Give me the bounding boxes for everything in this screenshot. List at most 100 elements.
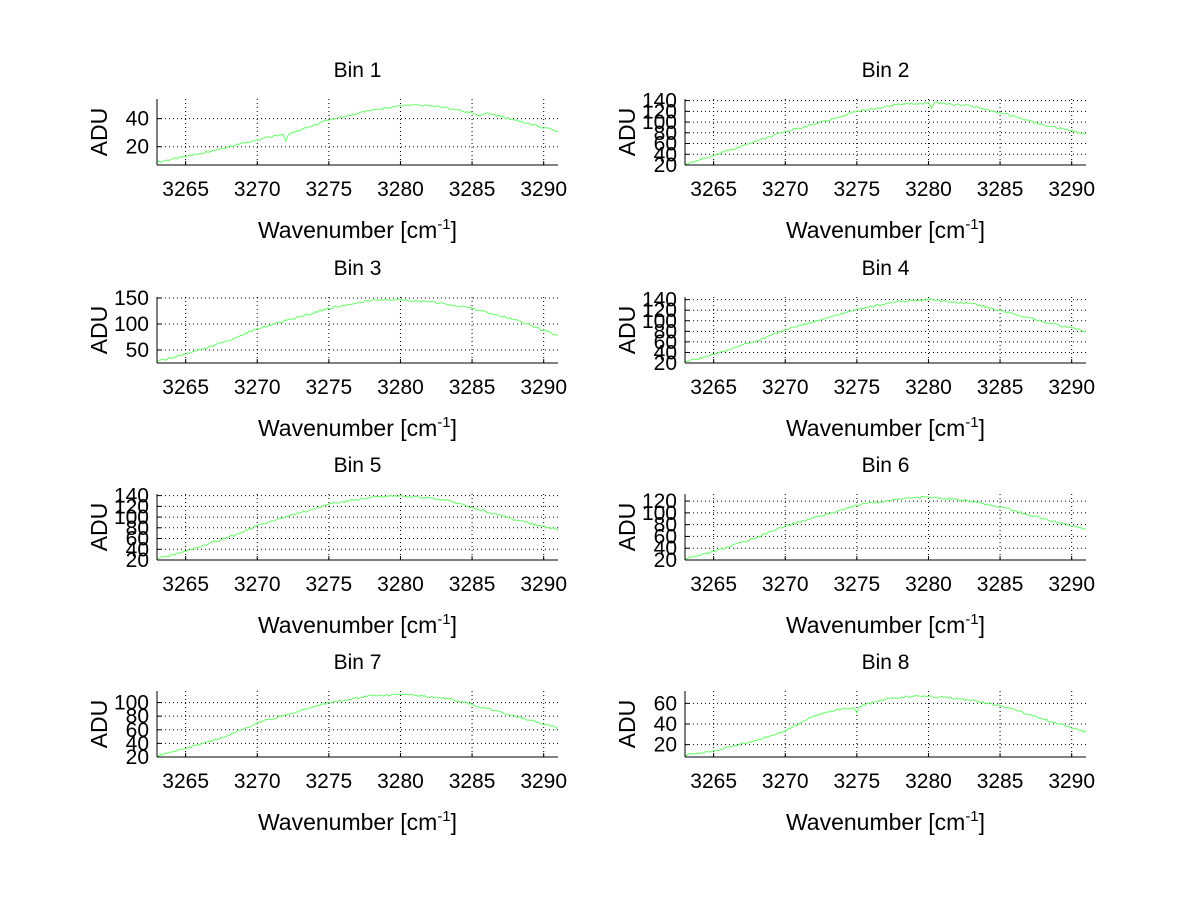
y-tick-label: 20 (126, 746, 149, 769)
y-tick-label: 100 (114, 692, 149, 715)
x-axis-label: Wavenumber [cm-1] (258, 808, 457, 835)
subplot-7: Bin 7 3265 3270 3275 3280 3285 3290 20406080100… (86, 651, 567, 835)
x-tick-label: 3265 (162, 178, 209, 201)
x-tick-label: 3285 (449, 376, 496, 399)
y-tick-label: 20 (654, 549, 677, 572)
x-axis-label-exponent: -1 (965, 611, 978, 628)
x-axis-label: Wavenumber [cm-1] (786, 808, 985, 835)
y-axis-label: ADU (614, 108, 640, 157)
subplot-title: Bin 7 (334, 651, 382, 674)
x-tick-label: 3270 (762, 178, 809, 201)
spectrum-line (684, 298, 1087, 363)
x-tick-label: 3280 (377, 770, 424, 793)
x-tick-label: 3290 (520, 178, 567, 201)
y-tick-label: 120 (642, 100, 677, 123)
x-tick-label: 3280 (377, 573, 424, 596)
x-tick-label: 3285 (977, 178, 1024, 201)
spectrum-line (156, 494, 559, 560)
x-axis-label-end: ] (451, 612, 457, 638)
y-tick-label: 40 (654, 713, 677, 736)
x-axis-label: Wavenumber [cm-1] (258, 611, 457, 638)
subplot-1: Bin 1 3265 3270 3275 3280 3285 3290 20 40 ADU Wave… (86, 59, 567, 243)
y-tick-label: 60 (654, 133, 677, 156)
x-tick-label: 3275 (833, 770, 880, 793)
x-tick-label: 3275 (305, 178, 352, 201)
y-tick-label: 100 (642, 310, 677, 333)
x-tick-label: 3275 (833, 376, 880, 399)
x-tick-label: 3280 (905, 573, 952, 596)
x-tick-label: 3265 (690, 573, 737, 596)
x-axis-label-end: ] (979, 809, 985, 835)
spectrum-line (684, 496, 1087, 560)
y-tick-label: 40 (126, 732, 149, 755)
x-tick-label: 3290 (1048, 178, 1095, 201)
x-tick-label: 3280 (377, 178, 424, 201)
y-tick-label: 20 (126, 549, 149, 572)
y-tick-label: 80 (126, 517, 149, 540)
x-axis-label-main: Wavenumber [cm (258, 612, 437, 638)
x-tick-label: 3275 (305, 573, 352, 596)
x-axis-label-exponent: -1 (437, 216, 450, 233)
y-axis-label: ADU (614, 306, 640, 355)
y-axis-label: ADU (86, 306, 112, 355)
x-tick-label: 3290 (520, 376, 567, 399)
subplot-6: Bin 6 3265 3270 3275 3280 3285 3290 20406080100… (614, 454, 1095, 638)
y-tick-label: 120 (114, 495, 149, 518)
spectrum-line (156, 104, 559, 164)
y-tick-label: 60 (126, 719, 149, 742)
y-tick-label: 80 (654, 514, 677, 537)
y-tick-label: 40 (126, 538, 149, 561)
subplot-title: Bin 6 (862, 454, 910, 477)
x-axis-label-end: ] (979, 217, 985, 243)
x-axis-label-exponent: -1 (965, 216, 978, 233)
y-axis-label: ADU (614, 503, 640, 552)
x-tick-label: 3290 (1048, 770, 1095, 793)
x-tick-label: 3265 (162, 770, 209, 793)
x-tick-label: 3270 (762, 573, 809, 596)
spectrum-line (156, 298, 559, 362)
y-tick-label: 60 (126, 528, 149, 551)
y-tick-label: 80 (654, 320, 677, 343)
x-tick-label: 3280 (377, 376, 424, 399)
x-axis-label-main: Wavenumber [cm (786, 809, 965, 835)
y-tick-label: 60 (654, 331, 677, 354)
x-tick-label: 3275 (833, 178, 880, 201)
y-tick-label: 140 (642, 90, 677, 113)
x-tick-label: 3280 (905, 376, 952, 399)
x-axis-label: Wavenumber [cm-1] (258, 414, 457, 441)
x-tick-label: 3270 (762, 376, 809, 399)
x-axis-label-main: Wavenumber [cm (258, 415, 437, 441)
x-tick-label: 3265 (690, 178, 737, 201)
x-tick-label: 3290 (520, 770, 567, 793)
x-tick-label: 3285 (449, 573, 496, 596)
y-tick-label: 60 (654, 692, 677, 715)
x-axis-label-main: Wavenumber [cm (258, 809, 437, 835)
x-tick-label: 3275 (305, 770, 352, 793)
subplot-2: Bin 2 3265 3270 3275 3280 3285 3290 20406080100… (614, 59, 1095, 243)
x-axis-label-exponent: -1 (965, 414, 978, 431)
x-axis-label-exponent: -1 (437, 808, 450, 825)
x-axis-label-end: ] (451, 809, 457, 835)
x-tick-label: 3290 (520, 573, 567, 596)
y-tick-label: 100 (114, 506, 149, 529)
y-tick-label: 60 (654, 525, 677, 548)
x-axis-label: Wavenumber [cm-1] (786, 216, 985, 243)
subplot-4: Bin 4 3265 3270 3275 3280 3285 3290 20406080100… (614, 257, 1095, 441)
x-tick-label: 3265 (690, 376, 737, 399)
y-tick-label: 20 (126, 136, 149, 159)
subplot-3: Bin 3 3265 3270 3275 3280 3285 3290 50 100 150ADU… (86, 257, 567, 441)
spectrum-line (156, 693, 559, 757)
x-axis-label: Wavenumber [cm-1] (786, 611, 985, 638)
x-axis-label: Wavenumber [cm-1] (258, 216, 457, 243)
x-axis-label-main: Wavenumber [cm (786, 612, 965, 638)
x-tick-label: 3265 (162, 573, 209, 596)
subplot-title: Bin 1 (334, 59, 382, 82)
y-tick-label: 100 (114, 313, 149, 336)
y-tick-label: 80 (654, 122, 677, 145)
y-axis-label: ADU (86, 503, 112, 552)
y-tick-label: 40 (654, 537, 677, 560)
x-tick-label: 3285 (977, 573, 1024, 596)
y-tick-label: 40 (126, 108, 149, 131)
